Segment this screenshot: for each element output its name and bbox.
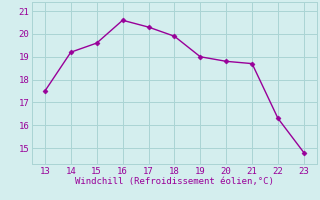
X-axis label: Windchill (Refroidissement éolien,°C): Windchill (Refroidissement éolien,°C) — [75, 177, 274, 186]
